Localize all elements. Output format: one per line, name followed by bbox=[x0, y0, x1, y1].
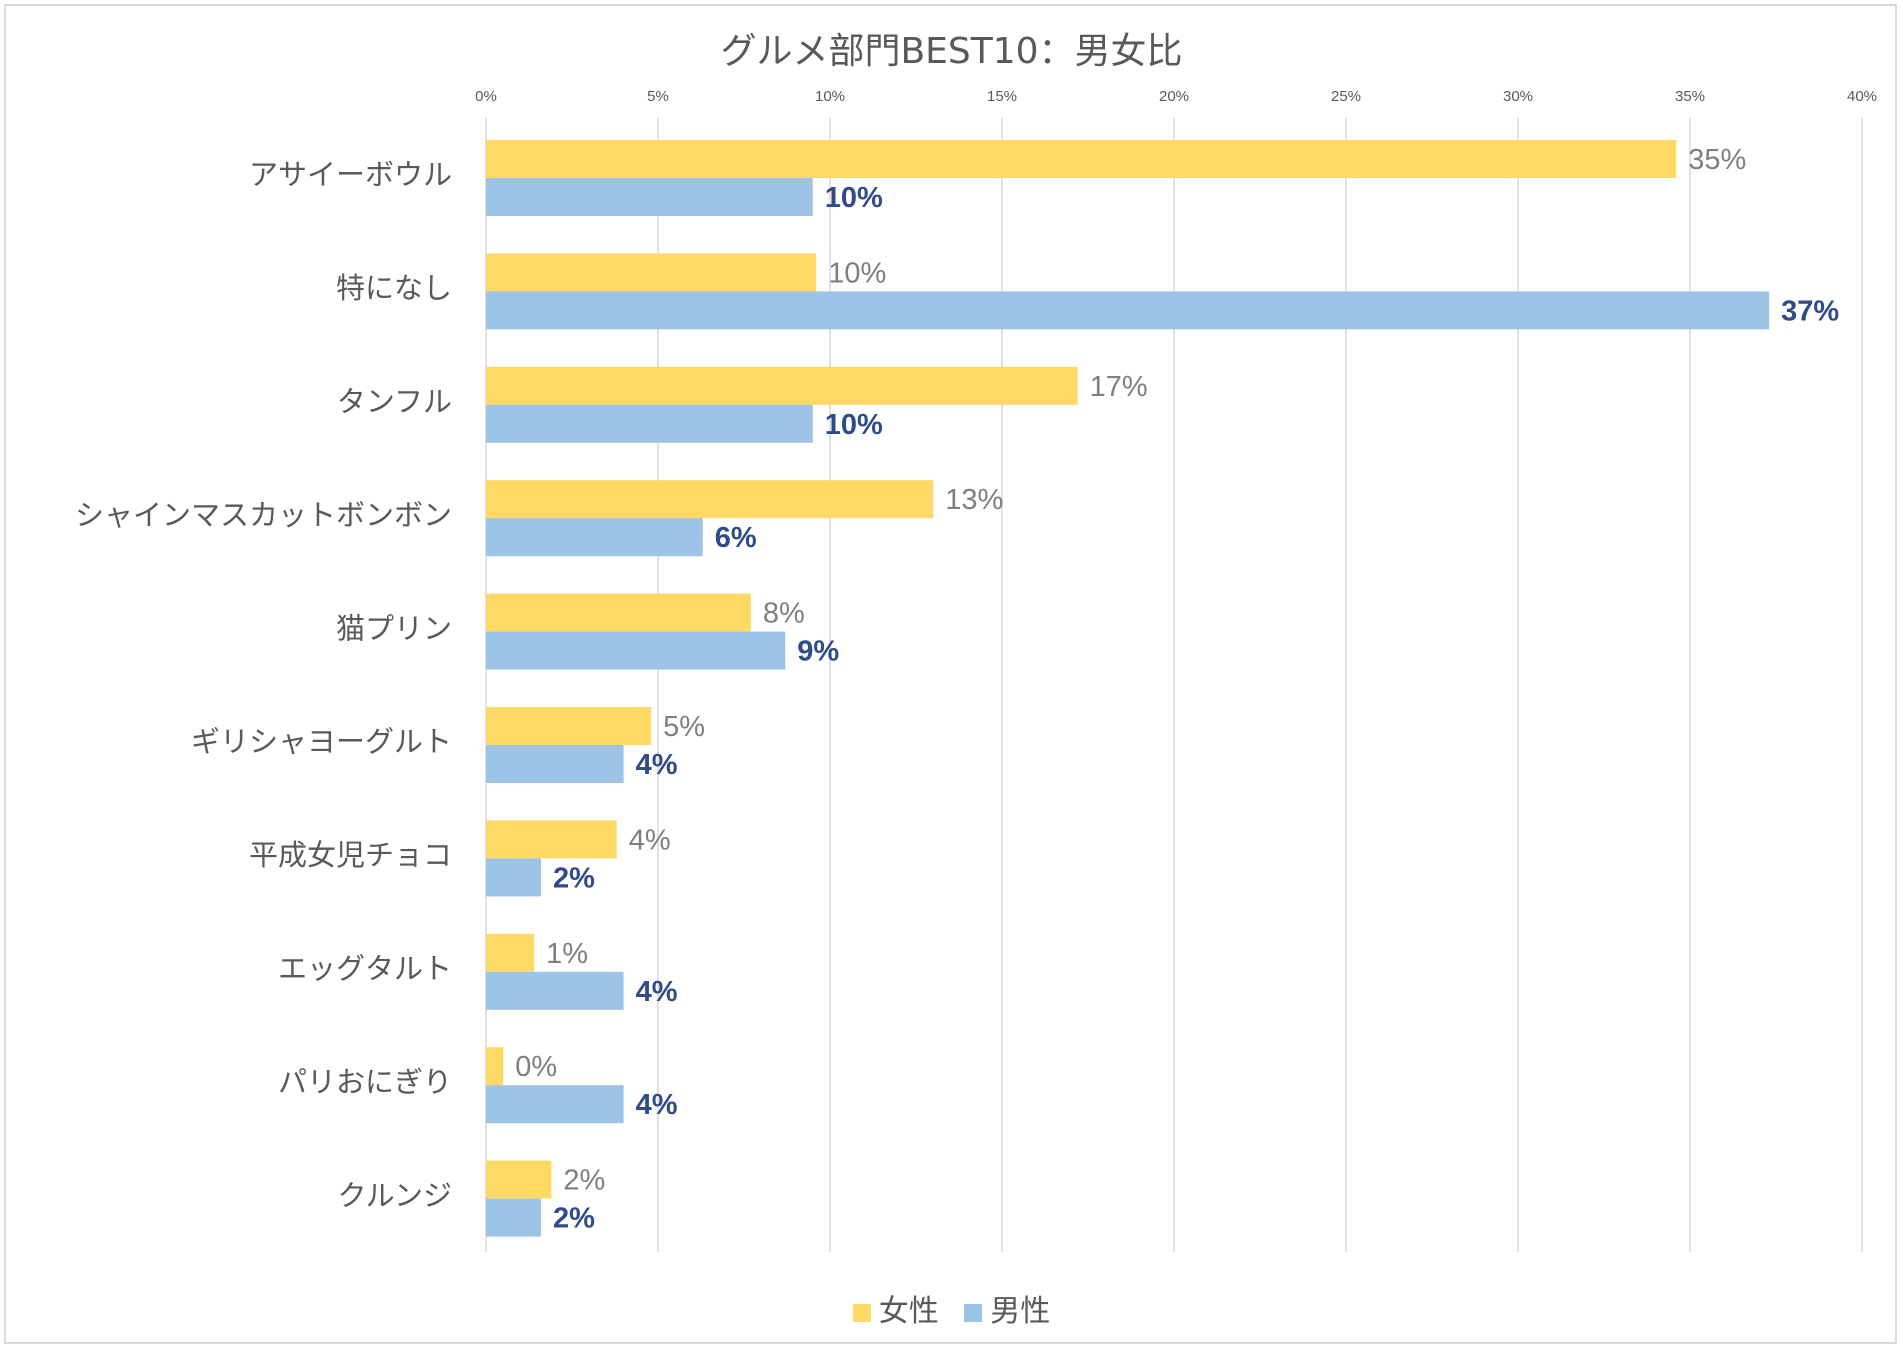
bar-male bbox=[486, 178, 813, 216]
data-label-male: 10% bbox=[825, 409, 883, 441]
legend-item-male: 男性 bbox=[964, 1286, 1050, 1330]
data-label-female: 17% bbox=[1090, 371, 1148, 403]
data-label-female: 35% bbox=[1688, 144, 1746, 176]
legend: 女性 男性 bbox=[0, 1286, 1903, 1330]
data-label-male: 6% bbox=[715, 522, 757, 554]
data-label-female: 4% bbox=[629, 824, 671, 856]
x-tick-label: 25% bbox=[1331, 88, 1361, 105]
bar-female bbox=[486, 366, 1078, 405]
data-label-male: 4% bbox=[636, 1089, 678, 1121]
bar-female bbox=[486, 480, 934, 519]
x-tick-label: 15% bbox=[987, 88, 1017, 105]
bar-male bbox=[486, 1198, 542, 1237]
bar-male bbox=[486, 404, 813, 443]
legend-label-male: 男性 bbox=[990, 1294, 1051, 1329]
x-tick-label: 0% bbox=[475, 88, 497, 105]
data-label-male: 2% bbox=[553, 1203, 595, 1235]
category-label: 特になし bbox=[336, 271, 452, 305]
data-label-male: 4% bbox=[636, 976, 678, 1008]
data-label-male: 10% bbox=[825, 182, 883, 214]
bar-female bbox=[486, 933, 535, 972]
bar-female bbox=[486, 253, 817, 292]
data-label-female: 1% bbox=[546, 938, 588, 970]
chart-title: グルメ部門BEST10：男女比 bbox=[720, 31, 1183, 72]
category-label: 猫プリン bbox=[336, 611, 452, 645]
category-label: クルンジ bbox=[337, 1178, 452, 1212]
legend-item-female: 女性 bbox=[852, 1286, 939, 1330]
bar-female bbox=[486, 140, 1677, 178]
category-label: 平成女児チョコ bbox=[249, 838, 452, 872]
data-label-female: 13% bbox=[945, 484, 1003, 516]
x-tick-label: 35% bbox=[1675, 88, 1705, 105]
x-tick-label: 10% bbox=[815, 88, 845, 105]
bar-male bbox=[486, 518, 703, 557]
x-tick-label: 30% bbox=[1503, 88, 1533, 105]
bar-male bbox=[486, 858, 542, 897]
bar-male bbox=[486, 1085, 624, 1124]
legend-label-female: 女性 bbox=[878, 1294, 939, 1329]
legend-swatch-male bbox=[964, 1303, 983, 1322]
bars bbox=[486, 140, 1770, 1237]
category-label: ギリシャヨーグルト bbox=[191, 725, 452, 759]
data-label-male: 4% bbox=[636, 749, 678, 781]
bar-female bbox=[486, 1160, 552, 1199]
x-axis-ticks: 0% 5% 10% 15% 20% 25% 30% 35% 40% bbox=[475, 88, 1877, 105]
category-labels: アサイーボウル特になしタンフルシャインマスカットボンボン猫プリンギリシャヨーグル… bbox=[75, 158, 452, 1213]
data-label-female: 8% bbox=[763, 598, 805, 630]
bar-male bbox=[486, 631, 786, 670]
data-label-male: 2% bbox=[553, 862, 595, 894]
data-label-female: 2% bbox=[563, 1165, 605, 1197]
x-tick-label: 5% bbox=[647, 88, 669, 105]
data-label-male: 9% bbox=[797, 636, 839, 668]
legend-swatch-female bbox=[852, 1303, 871, 1322]
bar-male bbox=[486, 291, 1770, 330]
category-label: エッグタルト bbox=[278, 952, 452, 986]
bar-female bbox=[486, 1047, 504, 1086]
bar-female bbox=[486, 820, 617, 859]
bar-male bbox=[486, 971, 624, 1010]
bar-male bbox=[486, 745, 624, 783]
chart-frame bbox=[4, 4, 1897, 1344]
data-label-female: 5% bbox=[663, 711, 705, 743]
x-tick-label: 20% bbox=[1159, 88, 1189, 105]
data-label-male: 37% bbox=[1781, 295, 1839, 327]
data-labels: 35% 10% 10% 37% 17% 10% 13% 6% 8% 9% 5% 4% 4% 2% 1% 4% 0… bbox=[515, 144, 1839, 1235]
category-label: タンフル bbox=[337, 385, 452, 419]
x-tick-label: 40% bbox=[1847, 88, 1877, 105]
bar-female bbox=[486, 593, 751, 632]
category-label: パリおにぎり bbox=[278, 1065, 452, 1099]
bar-female bbox=[486, 707, 652, 745]
category-label: アサイーボウル bbox=[249, 158, 452, 192]
data-label-female: 0% bbox=[515, 1051, 557, 1083]
data-label-female: 10% bbox=[828, 257, 886, 289]
category-label: シャインマスカットボンボン bbox=[75, 498, 452, 532]
